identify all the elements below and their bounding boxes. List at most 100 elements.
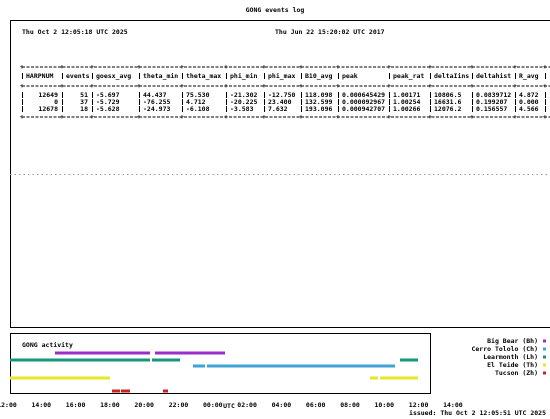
column-header: peak	[342, 72, 358, 80]
activity-bar	[10, 358, 150, 362]
column-header: goesx_avg	[96, 72, 131, 80]
column-header: events	[66, 72, 90, 80]
table-corner: +	[543, 113, 547, 121]
time-label: 00:00	[203, 401, 223, 409]
column-header: B10_avg	[305, 72, 332, 80]
activity-bar	[163, 389, 168, 393]
table-cell: 0.156557	[476, 105, 507, 113]
table-cell: 4.712	[186, 98, 206, 106]
time-label: 22:00	[169, 401, 189, 409]
activity-bar	[370, 376, 378, 380]
table-cell: 12678	[38, 105, 58, 113]
table-corner: +	[470, 82, 474, 90]
table-cell: 0.000	[519, 98, 539, 106]
table-cell: -12.750	[268, 91, 295, 99]
table-cell: 44.437	[143, 91, 167, 99]
table-corner: +	[543, 63, 547, 71]
column-header: phi_max	[268, 72, 295, 80]
time-label: 20:00	[134, 401, 154, 409]
time-label: 14:00	[32, 401, 52, 409]
table-corner: +	[336, 113, 340, 121]
time-label: 14:00	[443, 401, 463, 409]
table-cell: 75.530	[186, 91, 210, 99]
column-header: HARPNUM	[26, 72, 53, 80]
table-cell: 51	[80, 91, 88, 99]
table-corner: +	[224, 63, 228, 71]
table-cell: -5.729	[96, 98, 120, 106]
table-corner: +	[428, 63, 432, 71]
table-cell: 0.0839712	[476, 91, 511, 99]
column-header: theta_max	[186, 72, 221, 80]
axis-label: UTC	[223, 402, 235, 410]
column-header: peak_rat	[393, 72, 424, 80]
table-corner: +	[470, 113, 474, 121]
table-cell: 1.00254	[393, 98, 420, 106]
page-title: GONG events log	[246, 6, 305, 14]
table-corner: +	[513, 82, 517, 90]
table-corner: +	[336, 82, 340, 90]
table-corner: +	[336, 63, 340, 71]
time-label: 10:00	[375, 401, 395, 409]
activity-bar	[400, 358, 418, 362]
table-cell: 7.632	[268, 105, 288, 113]
table-corner: +	[180, 82, 184, 90]
table-corner: +	[90, 63, 94, 71]
table-cell: 132.599	[305, 98, 332, 106]
table-corner: +	[60, 82, 64, 90]
table-corner: +	[180, 113, 184, 121]
table-corner: +	[60, 63, 64, 71]
activity-title: GONG activity	[22, 341, 73, 349]
time-label: 02:00	[237, 401, 257, 409]
table-cell: 4.566	[519, 105, 539, 113]
table-corner: +	[137, 63, 141, 71]
table-corner: +	[262, 113, 266, 121]
legend-label: Tucson (Zh)	[495, 369, 538, 377]
legend-label: El Teide (Th)	[487, 361, 538, 369]
activity-bar	[121, 389, 130, 393]
table-corner: +	[262, 63, 266, 71]
legend-swatch	[543, 355, 546, 359]
table-corner: +	[137, 113, 141, 121]
table-cell: 1.00266	[393, 105, 420, 113]
table-cell: 18	[80, 105, 88, 113]
table-corner: +	[470, 63, 474, 71]
table-corner: +	[428, 82, 432, 90]
table-cell: 0.199207	[476, 98, 507, 106]
table-corner: +	[224, 82, 228, 90]
activity-bar	[155, 351, 225, 355]
table-corner: +	[180, 63, 184, 71]
column-header: theta_min	[143, 72, 178, 80]
table-corner: +	[387, 113, 391, 121]
table-corner: +	[20, 82, 24, 90]
time-label: 06:00	[306, 401, 326, 409]
table-cell: 23.400	[268, 98, 292, 106]
table-corner: +	[90, 113, 94, 121]
time-label: 18:00	[100, 401, 120, 409]
table-corner: +	[224, 113, 228, 121]
table-cell: 12649	[38, 91, 58, 99]
legend-swatch	[543, 371, 546, 375]
table-cell: 193.096	[305, 105, 332, 113]
activity-bar	[152, 358, 180, 362]
legend-label: Learmonth (Lh)	[483, 353, 538, 361]
time-label: 08:00	[340, 401, 360, 409]
start-date: Thu Jun 22 15:20:02 UTC 2017	[275, 28, 385, 36]
legend-swatch	[543, 339, 546, 343]
column-header: R_avg	[519, 72, 539, 80]
table-corner: +	[90, 82, 94, 90]
activity-bar	[380, 376, 418, 380]
time-label: 12:00	[409, 401, 429, 409]
time-label: 16:00	[66, 401, 86, 409]
table-corner: +	[513, 63, 517, 71]
table-cell: 12076.2	[434, 105, 461, 113]
now-date: Thu Oct 2 12:05:18 UTC 2025	[22, 28, 128, 36]
table-corner: +	[20, 113, 24, 121]
table-cell: -24.973	[143, 105, 170, 113]
table-corner: +	[262, 82, 266, 90]
legend-swatch	[543, 363, 546, 367]
activity-bar	[193, 364, 205, 368]
table-cell: 4.872	[519, 91, 539, 99]
